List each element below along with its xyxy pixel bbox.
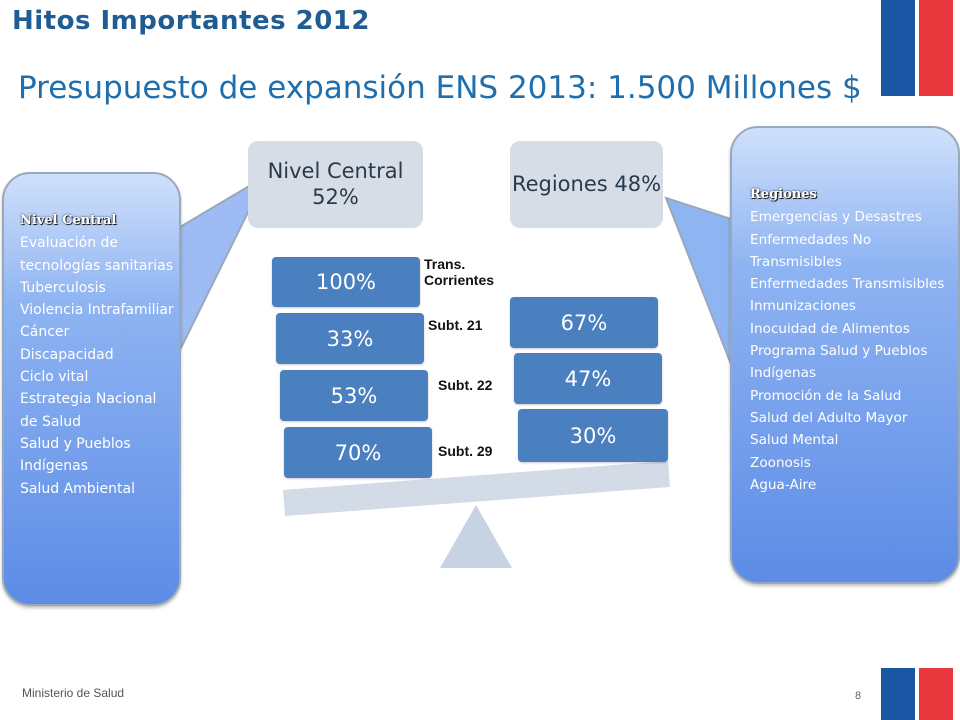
balance-beam (283, 461, 670, 516)
right-block-subt-22: 47% (514, 353, 662, 404)
callout-right-item: Enfermedades No Transmisibles (750, 231, 872, 270)
regiones-box: Regiones 48% (510, 141, 663, 228)
right-block-subt-29: 30% (518, 409, 668, 462)
callout-left-item: Salud y Pueblos Indígenas (20, 435, 131, 475)
footer-org: Ministerio de Salud (22, 686, 125, 700)
label-subt-21: Subt. 21 (428, 317, 483, 333)
page-title: Presupuesto de expansión ENS 2013: 1.500… (18, 70, 862, 106)
callout-left-item: Cáncer (20, 324, 70, 341)
callout-left-heading: Nivel Central (20, 213, 117, 228)
regiones-callout: Regiones Emergencias y Desastres Enferme… (730, 126, 960, 584)
page-number: 8 (855, 690, 862, 702)
callout-left-item: Ciclo vital (20, 369, 89, 386)
flag-logo-bottom (881, 668, 953, 720)
callout-right-item: Inocuidad de Alimentos (750, 320, 910, 337)
balance-fulcrum (440, 505, 512, 568)
callout-right-heading: Regiones (750, 187, 817, 202)
callout-left-item: Salud Ambiental (20, 480, 136, 497)
callout-left-item: Tuberculosis (20, 279, 106, 296)
callout-right-item: Emergencias y Desastres (750, 209, 922, 226)
flag-logo-top (881, 0, 953, 96)
label-subt-22: Subt. 22 (438, 377, 493, 393)
right-block-subt-21: 67% (510, 297, 658, 348)
callout-left-item: Violencia Intrafamiliar (20, 302, 174, 319)
callout-right-item: Zoonosis (750, 454, 811, 471)
left-block-subt-22: 53% (280, 370, 428, 421)
callout-right-item: Promoción de la Salud (750, 387, 902, 404)
callout-right-item: Inmunizaciones (750, 298, 856, 315)
callout-right-item: Programa Salud y Pueblos Indígenas (750, 343, 928, 382)
nivel-central-callout: Nivel Central Evaluación de tecnologías … (2, 172, 181, 606)
left-block-trans-corrientes: 100% (272, 257, 420, 307)
callout-right-item: Enfermedades Transmisibles (750, 276, 945, 293)
left-block-subt-21: 33% (276, 313, 424, 364)
callout-right-item: Salud Mental (750, 432, 839, 449)
callout-left-item: Estrategia Nacional de Salud (20, 391, 157, 430)
callout-right-item: Salud del Adulto Mayor (750, 409, 908, 426)
callout-right-item: Agua-Aire (750, 476, 817, 493)
kicker-title: Hitos Importantes 2012 (12, 6, 370, 36)
nivel-central-box: Nivel Central 52% (248, 141, 423, 228)
label-subt-29: Subt. 29 (438, 443, 493, 459)
callout-left-item: Evaluación de tecnologías sanitarias (20, 235, 174, 274)
label-trans-corrientes: Trans. Corrientes (424, 256, 495, 289)
callout-left-item: Discapacidad (20, 346, 114, 363)
left-block-subt-29: 70% (284, 427, 432, 478)
